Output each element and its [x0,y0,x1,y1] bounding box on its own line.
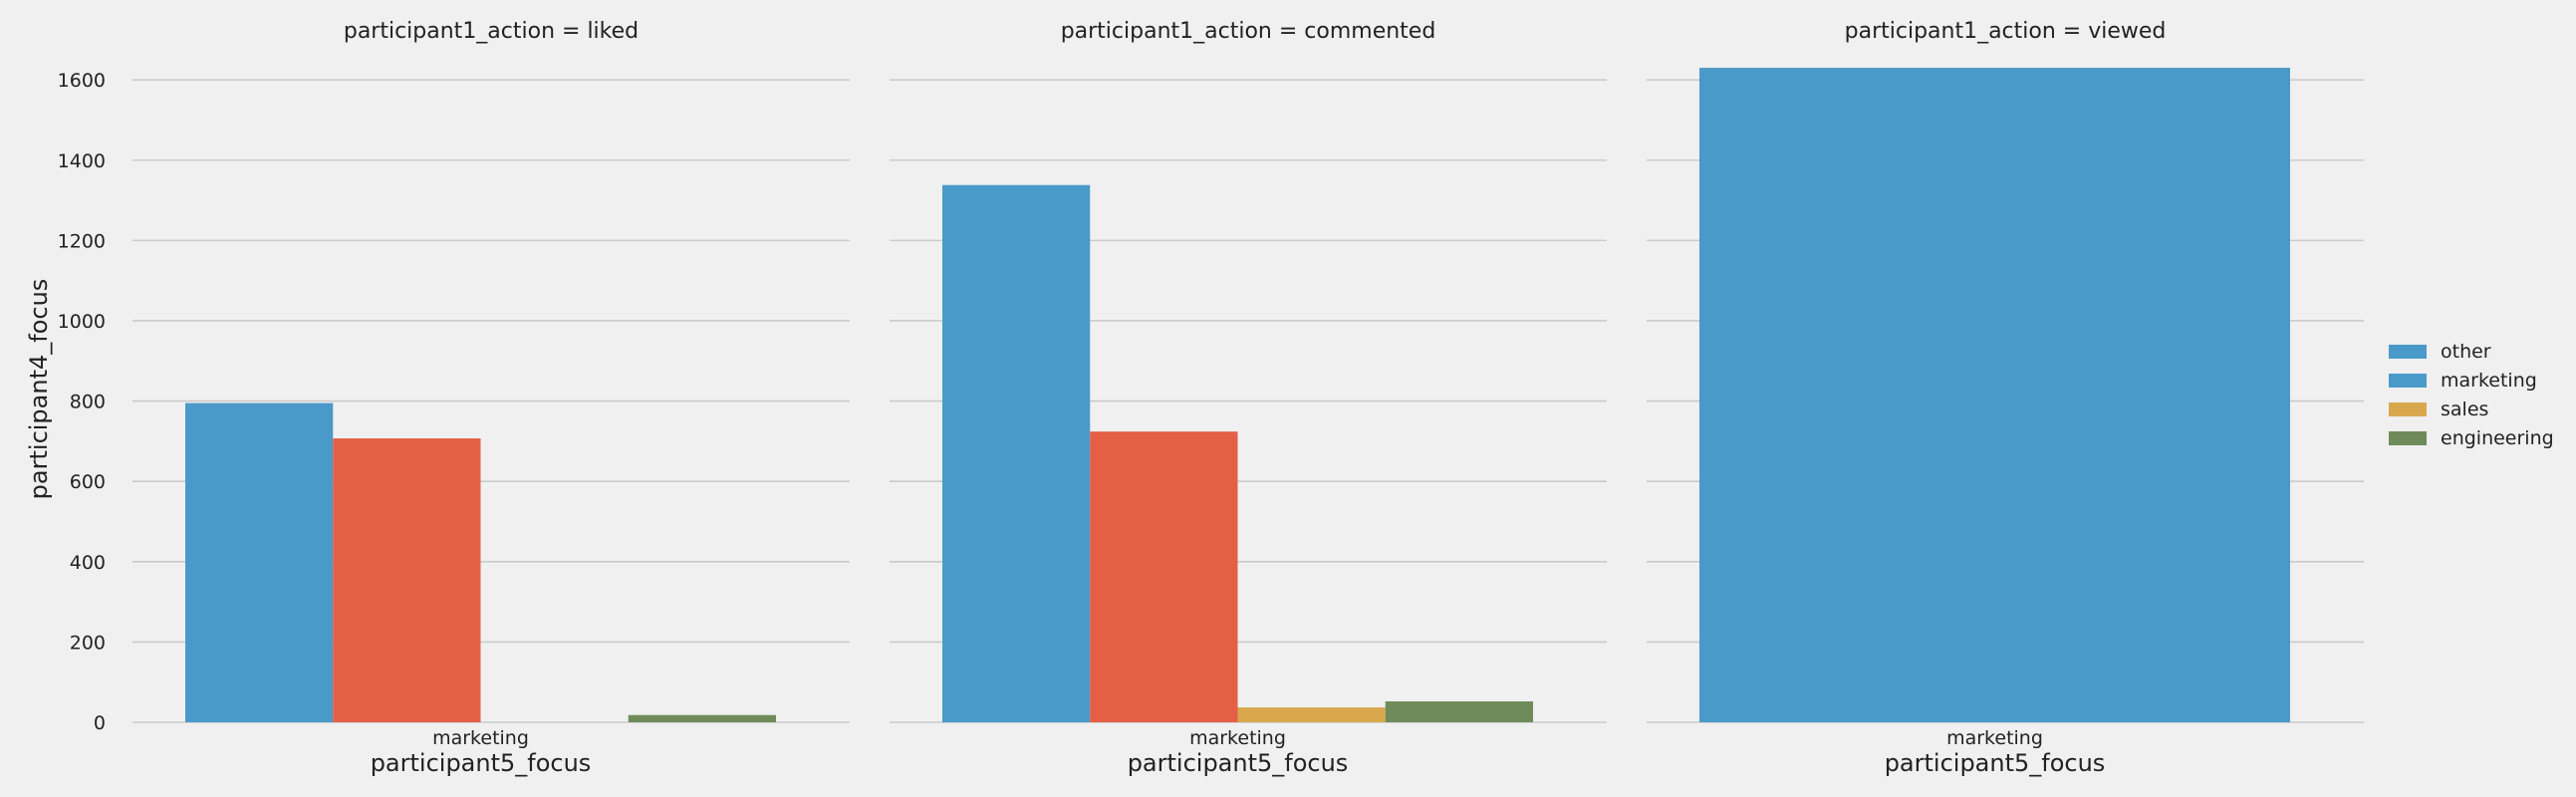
legend: other marketing sales engineering [2389,341,2554,449]
legend-label-marketing: marketing [2441,370,2537,392]
bar-engineering [1385,701,1533,722]
legend-swatch-sales [2389,402,2427,416]
facet-title: participant1_action = liked [344,19,639,44]
bar-other [185,402,334,722]
legend-label-engineering: engineering [2441,427,2554,449]
x-tick-label: marketing [432,727,529,749]
facet-panel-3: participant1_action = viewed marketingpar… [1647,19,2364,777]
y-tick-label: 600 [70,471,106,493]
legend-swatch-engineering [2389,431,2427,445]
y-tick-label: 200 [70,632,106,654]
bar-other [1699,68,2290,722]
y-tick-label: 800 [70,392,106,413]
x-axis-label: participant5_focus [1885,749,2106,777]
bar-marketing [333,438,481,722]
y-tick-label: 1200 [58,230,106,252]
bar-other [942,184,1091,722]
y-tick-label: 0 [94,712,106,734]
bar-marketing [1090,431,1238,722]
x-tick-label: marketing [1946,727,2043,749]
y-tick-label: 1400 [58,150,106,172]
x-tick-label: marketing [1189,727,1286,749]
legend-label-other: other [2441,341,2491,363]
facet-title: participant1_action = viewed [1845,19,2167,44]
bar-sales [1237,707,1386,722]
legend-swatch-other [2389,345,2427,359]
y-tick-label: 1000 [58,311,106,333]
y-tick-label: 1600 [58,70,106,92]
y-axis-label: participant4_focus [25,279,53,500]
facet-panel-2: participant1_action = commented marketing… [890,19,1607,777]
chart-panels: 0 200 400 600 800 1000 1200 1400 1600 participant… [25,19,2364,777]
x-axis-label: participant5_focus [1128,749,1349,777]
facet-title: participant1_action = commented [1061,19,1436,44]
legend-swatch-marketing [2389,374,2427,388]
bar-engineering [628,714,776,722]
facet-panel-1: 0 200 400 600 800 1000 1200 1400 1600 participant… [25,19,850,777]
y-tick-label: 400 [70,552,106,574]
legend-label-sales: sales [2441,398,2488,420]
x-axis-label: participant5_focus [371,749,592,777]
